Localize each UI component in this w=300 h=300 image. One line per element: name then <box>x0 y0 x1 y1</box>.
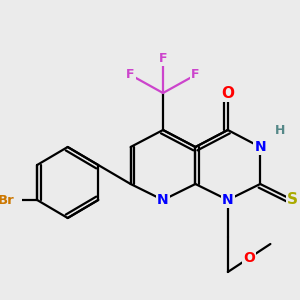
Text: Br: Br <box>0 194 14 206</box>
Text: O: O <box>221 85 234 100</box>
Text: F: F <box>126 68 135 82</box>
Text: N: N <box>222 193 234 207</box>
Text: F: F <box>159 52 167 64</box>
Text: F: F <box>191 68 200 82</box>
Text: N: N <box>254 140 266 154</box>
Text: S: S <box>287 193 298 208</box>
Text: N: N <box>157 193 169 207</box>
Text: O: O <box>243 251 255 265</box>
Text: H: H <box>274 124 285 136</box>
